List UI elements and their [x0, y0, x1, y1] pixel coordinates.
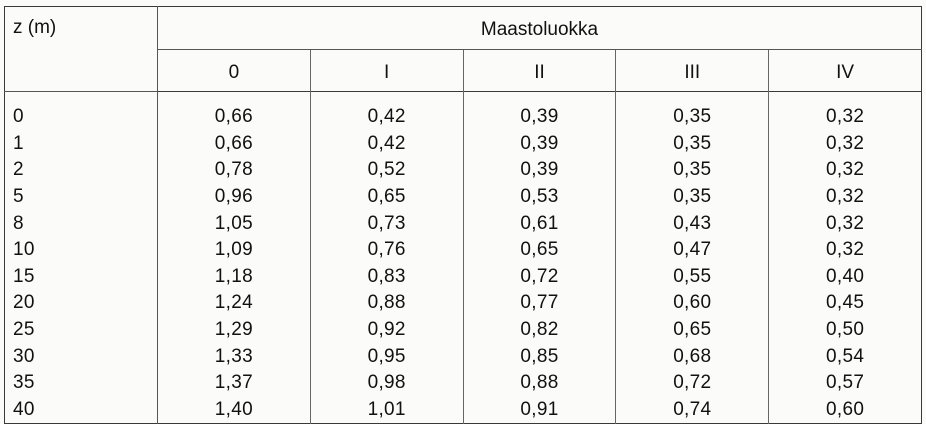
- value-cell: 0,32: [826, 106, 865, 128]
- value-cell: 0,47: [615, 236, 770, 264]
- value-cell: 0,57: [826, 372, 865, 394]
- value-cell: 0,39: [463, 130, 617, 158]
- value-cell: 0,35: [615, 183, 770, 211]
- height-cell: 30: [4, 343, 158, 370]
- value-cell: 0,72: [615, 369, 770, 397]
- value-cell: 0,82: [463, 316, 617, 344]
- class-header: III: [615, 49, 770, 92]
- height-cell: 25: [4, 316, 158, 344]
- height-cell: 5: [4, 183, 158, 211]
- value-cell: 0,77: [463, 290, 617, 317]
- value-cell: 0,73: [310, 210, 464, 237]
- value-cell: 0,32: [826, 212, 865, 234]
- value-cell: 1,09: [157, 236, 311, 264]
- value-cell: 0,32: [826, 239, 865, 261]
- table-row: 20 1,24 0,88 0,77 0,60 0,45: [4, 290, 922, 317]
- value-cell: 0,78: [157, 157, 311, 184]
- class-header: I: [310, 49, 464, 92]
- table-row: 0 0,66 0,42 0,39 0,35 0,32: [4, 91, 922, 131]
- value-cell: 0,83: [310, 263, 464, 291]
- height-cell: 8: [4, 210, 158, 237]
- value-cell: 0,42: [310, 91, 464, 131]
- value-cell: 0,74: [615, 396, 770, 424]
- value-cell: 0,43: [615, 210, 770, 237]
- value-cell: 1,05: [157, 210, 311, 237]
- value-cell: 0,35: [615, 91, 770, 131]
- value-cell: 0,35: [615, 130, 770, 158]
- value-cell: 0,65: [463, 236, 617, 264]
- value-cell: 0,50: [826, 319, 865, 341]
- value-cell: 0,40: [826, 265, 865, 287]
- height-cell: 35: [4, 369, 158, 397]
- class-header: 0: [157, 49, 311, 92]
- table-row: 30 1,33 0,95 0,85 0,68 0,54: [4, 343, 922, 370]
- table-row: 8 1,05 0,73 0,61 0,43 0,32: [4, 210, 922, 237]
- value-cell: 0,95: [310, 343, 464, 370]
- value-cell: 0,54: [826, 345, 865, 367]
- value-cell: 0,39: [463, 91, 617, 131]
- table-row: 25 1,29 0,92 0,82 0,65 0,50: [4, 316, 922, 344]
- value-cell: 0,88: [463, 369, 617, 397]
- value-cell: 0,45: [826, 292, 865, 314]
- value-cell: 0,42: [310, 130, 464, 158]
- value-cell: 0,60: [826, 398, 865, 420]
- value-cell: 0,98: [310, 369, 464, 397]
- value-cell: 1,24: [157, 290, 311, 317]
- value-cell: 0,76: [310, 236, 464, 264]
- terrain-category-table: z (m) Maastoluokka 0 I II III IV 0 0,66 0,…: [4, 6, 923, 424]
- value-cell: 0,65: [310, 183, 464, 211]
- table-row: 1 0,66 0,42 0,39 0,35 0,32: [4, 130, 922, 158]
- table-body: 0 0,66 0,42 0,39 0,35 0,32 1 0,66 0,42 0,39 0,35 0,…: [4, 91, 922, 424]
- table-row: 15 1,18 0,83 0,72 0,55 0,40: [4, 263, 922, 291]
- value-cell: 0,96: [157, 183, 311, 211]
- value-cell: 1,33: [157, 343, 311, 370]
- value-cell: 0,65: [615, 316, 770, 344]
- value-cell: 1,01: [310, 396, 464, 424]
- height-cell: 1: [4, 130, 158, 158]
- height-cell: 0: [4, 91, 158, 131]
- value-cell: 0,32: [826, 159, 865, 181]
- table-row: 2 0,78 0,52 0,39 0,35 0,32: [4, 157, 922, 184]
- class-header: IV: [836, 61, 855, 83]
- height-cell: 40: [4, 396, 158, 424]
- value-cell: 0,60: [615, 290, 770, 317]
- value-cell: 0,85: [463, 343, 617, 370]
- value-cell: 0,91: [463, 396, 617, 424]
- height-cell: 15: [4, 263, 158, 291]
- z-column-header: z (m): [4, 6, 158, 92]
- value-cell: 1,37: [157, 369, 311, 397]
- value-cell: 0,32: [826, 132, 865, 154]
- value-cell: 0,68: [615, 343, 770, 370]
- table-row: 10 1,09 0,76 0,65 0,47 0,32: [4, 236, 922, 264]
- table-row: 35 1,37 0,98 0,88 0,72 0,57: [4, 369, 922, 397]
- terrain-category-header: Maastoluokka: [157, 6, 922, 50]
- value-cell: 0,88: [310, 290, 464, 317]
- class-header-row: 0 I II III IV: [4, 49, 922, 92]
- height-cell: 10: [4, 236, 158, 264]
- value-cell: 0,55: [615, 263, 770, 291]
- table-row: 40 1,40 1,01 0,91 0,74 0,60: [4, 396, 922, 424]
- value-cell: 0,66: [157, 130, 311, 158]
- class-header: II: [463, 49, 617, 92]
- value-cell: 1,29: [157, 316, 311, 344]
- value-cell: 0,32: [826, 186, 865, 208]
- height-cell: 2: [4, 157, 158, 184]
- table-row: 5 0,96 0,65 0,53 0,35 0,32: [4, 183, 922, 211]
- value-cell: 1,40: [157, 396, 311, 424]
- value-cell: 0,61: [463, 210, 617, 237]
- value-cell: 0,35: [615, 157, 770, 184]
- value-cell: 0,92: [310, 316, 464, 344]
- value-cell: 0,52: [310, 157, 464, 184]
- value-cell: 0,53: [463, 183, 617, 211]
- height-cell: 20: [4, 290, 158, 317]
- value-cell: 0,72: [463, 263, 617, 291]
- value-cell: 0,66: [157, 91, 311, 131]
- value-cell: 0,39: [463, 157, 617, 184]
- value-cell: 1,18: [157, 263, 311, 291]
